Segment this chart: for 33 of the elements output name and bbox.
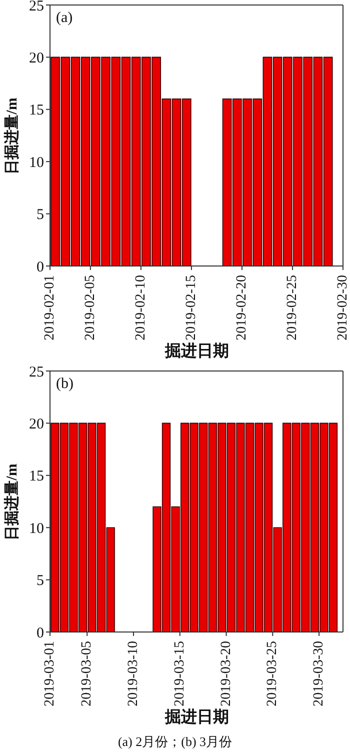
y-tick-label: 15 — [29, 102, 44, 119]
y-tick-label: 25 — [29, 364, 44, 380]
y-axis-title: 日掘进量/m — [3, 463, 21, 540]
y-tick-label: 20 — [29, 416, 44, 433]
y-tick-label: 0 — [36, 625, 44, 642]
x-axis-title: 掘进日期 — [164, 342, 230, 362]
x-tick-label: 2019-03-30 — [312, 641, 327, 706]
chart-title: (a) — [56, 10, 73, 27]
text: (a) 2月份；(b) 3月份 — [116, 734, 234, 750]
x-tick-label: 2019-03-01 — [42, 641, 58, 706]
x-tick-label: 2019-02-30 — [336, 275, 350, 340]
x-tick-label: 2019-02-25 — [284, 275, 300, 340]
y-tick-label: 5 — [36, 573, 44, 590]
x-tick-label: 2019-03-05 — [80, 641, 95, 706]
x-tick-label: 2019-02-05 — [82, 275, 98, 340]
y-tick-label: 10 — [29, 154, 44, 171]
y-tick-label: 10 — [29, 520, 44, 537]
y-tick-label: 5 — [36, 207, 44, 224]
y-tick-label: 0 — [36, 259, 44, 276]
chart-title: (b) — [56, 376, 74, 393]
x-tick-label: 2019-03-10 — [126, 641, 141, 706]
x-tick-label: 2019-02-10 — [133, 275, 148, 340]
x-tick-label: 2019-02-01 — [42, 275, 58, 340]
y-axis-title: 日掘进量/m — [3, 97, 21, 174]
x-tick-label: 2019-02-20 — [234, 275, 250, 340]
x-tick-label: 2019-03-15 — [172, 641, 188, 706]
y-tick-label: 15 — [29, 468, 44, 485]
x-tick-label: 2019-02-15 — [184, 275, 199, 340]
x-tick-label: 2019-03-25 — [265, 641, 280, 706]
x-axis-title: 掘进日期 — [164, 708, 230, 728]
x-tick-label: 2019-03-20 — [218, 641, 234, 706]
y-tick-label: 25 — [29, 0, 44, 14]
y-tick-label: 20 — [29, 50, 44, 67]
